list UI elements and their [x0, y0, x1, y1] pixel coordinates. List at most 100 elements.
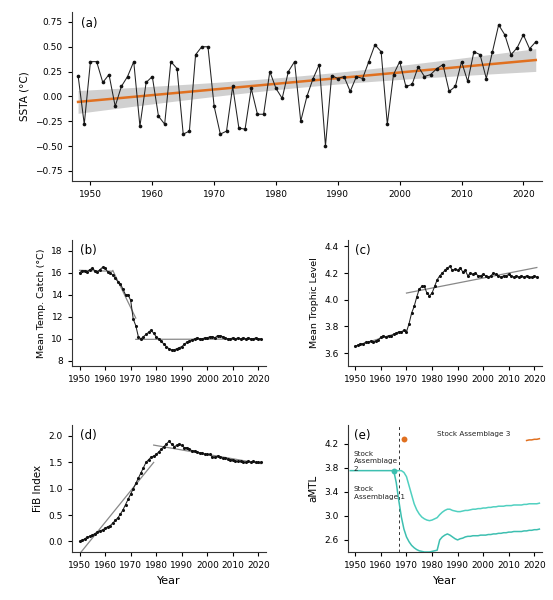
Point	[216, 452, 225, 462]
Point	[389, 466, 398, 475]
Point	[195, 334, 204, 344]
Point	[463, 77, 472, 86]
Point	[254, 334, 263, 344]
Point	[389, 70, 398, 79]
Point	[346, 86, 354, 96]
Point	[180, 443, 189, 452]
Point	[203, 333, 212, 343]
Point	[420, 72, 429, 82]
Point	[244, 333, 253, 343]
Point	[425, 291, 434, 301]
Point	[206, 449, 215, 459]
Point	[162, 439, 171, 449]
Point	[247, 458, 255, 467]
Point	[160, 119, 169, 129]
Point	[487, 271, 495, 281]
Point	[438, 268, 447, 278]
Point	[241, 458, 250, 467]
Point	[481, 271, 490, 281]
Point	[91, 266, 100, 275]
Point	[488, 47, 497, 56]
Point	[358, 339, 367, 349]
Point	[178, 342, 186, 352]
Point	[427, 289, 436, 298]
Point	[418, 281, 426, 291]
Point	[236, 457, 245, 466]
Point	[407, 308, 416, 318]
Point	[222, 127, 231, 136]
Point	[226, 455, 235, 464]
Point	[387, 331, 395, 341]
Point	[471, 268, 480, 278]
Point	[157, 445, 166, 454]
Point	[98, 263, 107, 272]
Point	[88, 263, 97, 273]
Point	[211, 333, 220, 343]
Point	[236, 334, 245, 344]
Point	[473, 271, 482, 281]
Point	[522, 271, 531, 281]
Point	[254, 458, 263, 467]
Point	[142, 77, 150, 87]
Point	[479, 269, 488, 279]
Point	[284, 67, 293, 76]
Point	[519, 30, 528, 40]
Point	[517, 271, 526, 281]
Point	[500, 30, 509, 40]
Point	[152, 449, 161, 459]
Point	[216, 331, 225, 340]
Point	[399, 434, 408, 444]
Point	[103, 522, 112, 532]
Point	[358, 74, 367, 83]
Point	[383, 119, 392, 129]
Point	[187, 335, 196, 345]
Point	[149, 451, 158, 461]
Point	[530, 271, 539, 281]
Point	[98, 77, 107, 87]
Point	[489, 268, 498, 278]
Point	[80, 266, 89, 275]
Point	[75, 268, 84, 278]
Text: Stock
Assemblage
2: Stock Assemblage 2	[353, 451, 398, 472]
Point	[405, 319, 414, 329]
Point	[499, 271, 508, 281]
Point	[106, 268, 114, 278]
Point	[182, 337, 191, 347]
Point	[88, 530, 97, 540]
Point	[118, 284, 127, 294]
Point	[74, 71, 82, 80]
Text: (b): (b)	[80, 244, 96, 257]
Point	[185, 127, 194, 136]
Point	[101, 263, 109, 273]
Point	[494, 20, 503, 30]
Point	[80, 119, 88, 129]
Point	[239, 333, 248, 343]
Point	[223, 454, 232, 464]
Point	[173, 64, 181, 73]
Point	[208, 452, 217, 462]
Point	[190, 446, 199, 455]
Point	[327, 71, 336, 80]
Point	[461, 266, 469, 275]
Point	[221, 333, 229, 343]
Text: (e): (e)	[353, 429, 370, 442]
Point	[129, 484, 138, 494]
Point	[126, 296, 135, 305]
Point	[148, 72, 156, 82]
Point	[296, 116, 305, 126]
Point	[451, 82, 460, 91]
Point	[253, 109, 262, 119]
Point	[252, 333, 260, 343]
Point	[533, 272, 541, 282]
Point	[187, 446, 196, 455]
Point	[377, 332, 385, 342]
Point	[249, 334, 258, 344]
Point	[426, 70, 435, 79]
Point	[77, 536, 86, 545]
Y-axis label: aMTL: aMTL	[309, 475, 319, 502]
Point	[482, 74, 491, 83]
Point	[165, 436, 174, 446]
Point	[402, 327, 411, 337]
Point	[101, 523, 109, 533]
Point	[468, 269, 477, 279]
